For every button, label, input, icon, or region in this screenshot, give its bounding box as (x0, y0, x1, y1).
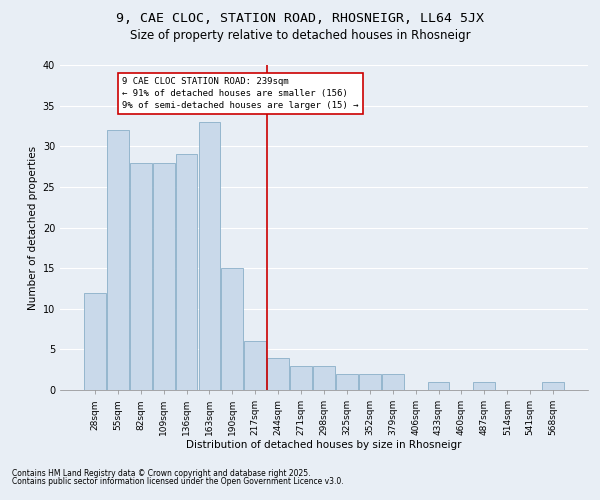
Bar (221, 268, 243, 390)
Bar (382, 374, 404, 390)
Text: 9, CAE CLOC, STATION ROAD, RHOSNEIGR, LL64 5JX: 9, CAE CLOC, STATION ROAD, RHOSNEIGR, LL… (116, 12, 484, 26)
Y-axis label: Number of detached properties: Number of detached properties (28, 146, 38, 310)
Bar (130, 162, 152, 390)
Text: Size of property relative to detached houses in Rhosneigr: Size of property relative to detached ho… (130, 29, 470, 42)
Bar (107, 130, 128, 390)
Bar (359, 374, 381, 390)
X-axis label: Distribution of detached houses by size in Rhosneigr: Distribution of detached houses by size … (186, 440, 462, 450)
Bar (542, 382, 564, 390)
Bar (473, 382, 495, 390)
Bar (428, 382, 449, 390)
Bar (176, 154, 197, 390)
Bar (267, 358, 289, 390)
Text: Contains HM Land Registry data © Crown copyright and database right 2025.: Contains HM Land Registry data © Crown c… (12, 468, 311, 477)
Bar (244, 341, 266, 390)
Bar (336, 374, 358, 390)
Text: 9 CAE CLOC STATION ROAD: 239sqm
← 91% of detached houses are smaller (156)
9% of: 9 CAE CLOC STATION ROAD: 239sqm ← 91% of… (122, 77, 359, 110)
Bar (84, 292, 106, 390)
Bar (313, 366, 335, 390)
Text: Contains public sector information licensed under the Open Government Licence v3: Contains public sector information licen… (12, 477, 344, 486)
Bar (290, 366, 312, 390)
Bar (153, 162, 175, 390)
Bar (199, 122, 220, 390)
